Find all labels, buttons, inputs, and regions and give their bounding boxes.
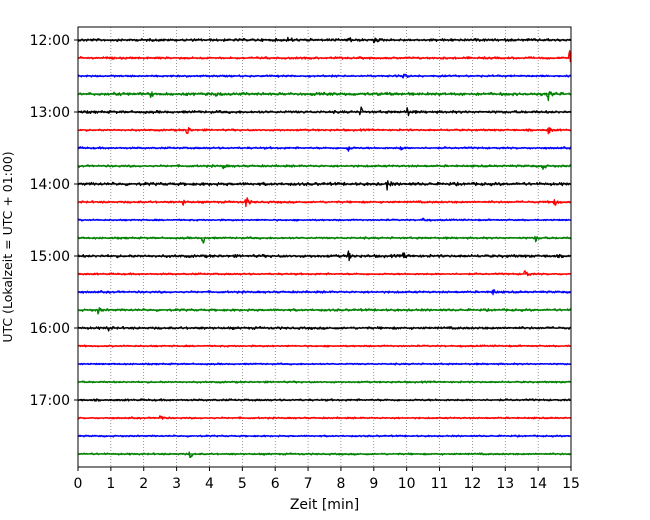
x-tick-label: 0: [74, 476, 83, 492]
x-tick-label: 8: [336, 476, 345, 492]
y-tick-label: 14:00: [30, 177, 70, 193]
x-tick-label: 12: [463, 476, 481, 492]
x-tick-label: 5: [238, 476, 247, 492]
x-tick-label: 3: [172, 476, 181, 492]
x-tick-label: 15: [562, 476, 580, 492]
y-axis-ticks: 12:00 13:00 14:00 15:00 16:00 17:00: [30, 33, 78, 409]
x-tick-label: 1: [106, 476, 115, 492]
x-tick-label: 13: [496, 476, 514, 492]
x-axis-label: Zeit [min]: [290, 497, 359, 513]
x-tick-label: 6: [271, 476, 280, 492]
x-tick-label: 10: [398, 476, 416, 492]
plot-frame: [77, 26, 572, 468]
x-tick-label: 4: [205, 476, 214, 492]
y-tick-label: 13:00: [30, 105, 70, 121]
vertical-grid: [110, 27, 539, 467]
x-tick-label: 7: [304, 476, 313, 492]
y-tick-label: 12:00: [30, 33, 70, 49]
seismogram-traces: [77, 36, 572, 459]
x-tick-label: 2: [139, 476, 148, 492]
x-axis-ticks: 0 1 2 3 4 5 6 7 8 9 10 11 12 13 14 15: [74, 467, 580, 492]
y-tick-label: 15:00: [30, 249, 70, 265]
x-tick-label: 14: [529, 476, 547, 492]
x-tick-label: 9: [369, 476, 378, 492]
y-tick-label: 17:00: [30, 393, 70, 409]
x-tick-label: 11: [431, 476, 449, 492]
y-tick-label: 16:00: [30, 321, 70, 337]
y-axis-label: UTC (Lokalzeit = UTC + 01:00): [0, 151, 15, 342]
